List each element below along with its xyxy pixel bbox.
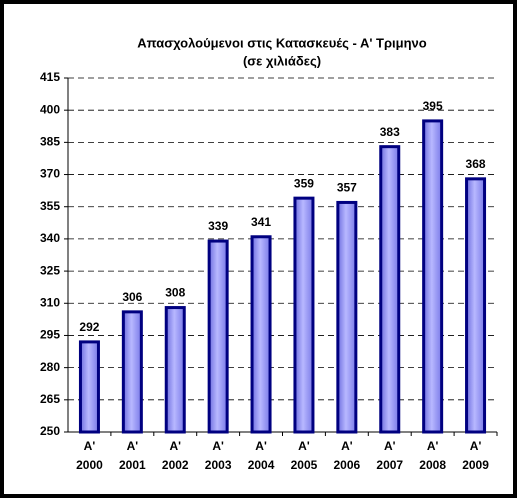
x-tick-label: Α' 2006 [333, 439, 360, 472]
x-tick-line: 2002 [162, 458, 189, 472]
y-tick-label: 415 [40, 70, 60, 84]
y-tick-label: 385 [40, 135, 60, 149]
x-tick-label: Α' 2008 [419, 439, 446, 472]
chart-subtitle: (σε χιλιάδες) [243, 53, 321, 68]
data-label: 292 [79, 320, 99, 334]
y-tick-label: 280 [40, 360, 60, 374]
bar [293, 196, 315, 434]
x-tick-label: Α' 2009 [462, 439, 489, 472]
x-tick-line: Α' [169, 439, 181, 453]
x-tick-line: Α' [127, 439, 139, 453]
data-label: 357 [337, 181, 357, 195]
data-label: 341 [251, 215, 271, 229]
data-label: 383 [380, 125, 400, 139]
bar [207, 239, 229, 434]
x-tick-line: 2008 [419, 458, 446, 472]
data-label: 339 [208, 219, 228, 233]
x-tick-label: Α' 2003 [205, 439, 232, 472]
x-tick-line: 2001 [119, 458, 146, 472]
data-label: 308 [165, 286, 185, 300]
x-tick-line: Α' [212, 439, 224, 453]
y-tick-label: 370 [40, 167, 60, 181]
data-label: 395 [423, 99, 443, 113]
x-tick-label: Α' 2005 [291, 439, 318, 472]
bar [78, 340, 100, 434]
y-tick-label: 355 [40, 199, 60, 213]
x-tick-line: 2004 [248, 458, 275, 472]
x-tick-line: Α' [84, 439, 96, 453]
x-tick-label: Α' 2000 [76, 439, 103, 472]
x-tick-line: 2000 [76, 458, 103, 472]
y-tick-label: 310 [40, 295, 60, 309]
data-label: 359 [294, 176, 314, 190]
x-tick-line: Α' [298, 439, 310, 453]
x-tick-line: 2009 [462, 458, 489, 472]
data-label: 368 [466, 157, 486, 171]
x-tick-label: Α' 2007 [376, 439, 403, 472]
bar [422, 119, 444, 434]
x-tick-line: 2007 [376, 458, 403, 472]
x-tick-label: Α' 2001 [119, 439, 146, 472]
bar [164, 306, 186, 434]
x-tick-line: Α' [384, 439, 396, 453]
bar [465, 177, 487, 434]
y-tick-label: 325 [40, 263, 60, 277]
bar [250, 235, 272, 434]
bar [121, 310, 143, 434]
x-tick-label: Α' 2002 [162, 439, 189, 472]
x-tick-line: Α' [470, 439, 482, 453]
chart-title: Απασχολούμενοι στις Κατασκευές - Α' Τριμ… [137, 35, 426, 50]
data-label: 306 [122, 290, 142, 304]
x-tick-line: Α' [427, 439, 439, 453]
y-tick-label: 340 [40, 231, 60, 245]
bar [379, 145, 401, 434]
y-tick-label: 250 [40, 424, 60, 438]
x-tick-line: 2006 [333, 458, 360, 472]
x-tick-line: 2005 [291, 458, 318, 472]
x-tick-line: Α' [341, 439, 353, 453]
x-tick-line: Α' [255, 439, 267, 453]
y-tick-label: 265 [40, 392, 60, 406]
bar [336, 200, 358, 434]
x-tick-label: Α' 2004 [248, 439, 275, 472]
y-tick-label: 295 [40, 328, 60, 342]
y-tick-label: 400 [40, 102, 60, 116]
x-tick-line: 2003 [205, 458, 232, 472]
